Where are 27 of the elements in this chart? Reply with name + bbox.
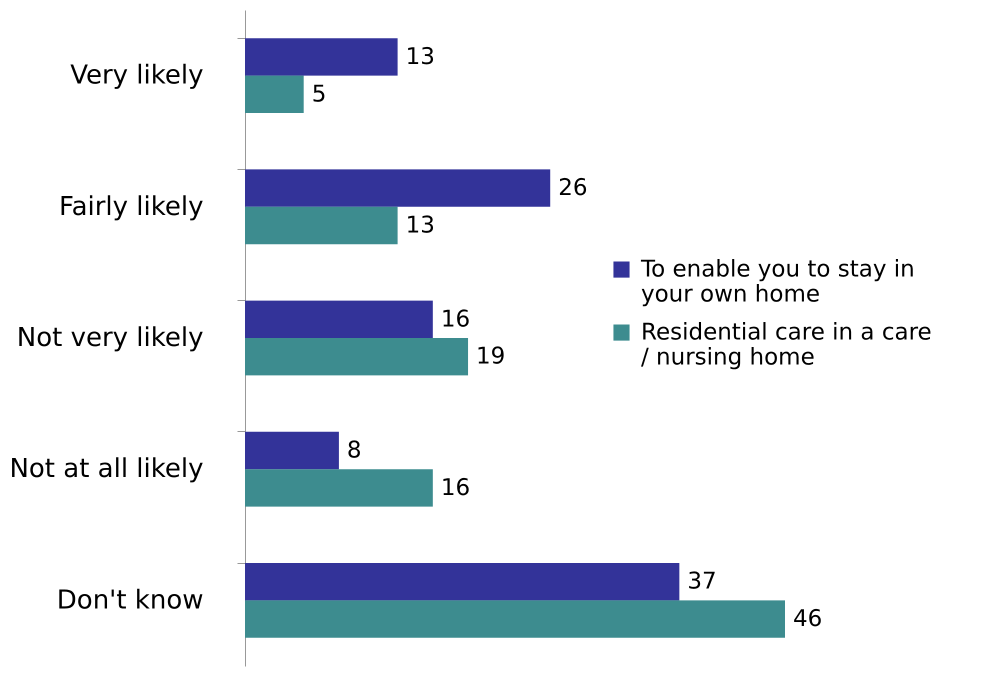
legend-label: Residential care in a care / nursing home [641,320,932,370]
data-label: 8 [346,438,362,464]
data-label: 5 [312,81,326,108]
legend-label: To enable you to stay in your own home [640,256,915,308]
y-tick-label: Not at all likely [9,454,204,484]
y-tick-label: Very likely [70,60,204,91]
data-label: 13 [406,212,435,238]
data-label: 16 [440,474,470,501]
y-tick-label: Don't know [56,585,204,616]
y-tick-label: Fairly likely [59,192,204,222]
bar [245,169,550,207]
data-label: 19 [476,344,506,370]
data-label: 26 [558,175,588,202]
bar [245,469,433,507]
y-tick-label: Not very likely [16,323,204,353]
bar [245,338,468,376]
data-label: 16 [440,306,470,332]
data-label: 37 [687,568,717,595]
data-label: 46 [793,606,822,632]
data-label: 13 [406,44,435,70]
bar [245,38,398,76]
bar [245,432,339,470]
bar [245,76,304,113]
bar [245,300,433,338]
bar [245,563,680,600]
bar [245,206,398,244]
bar [245,600,785,638]
